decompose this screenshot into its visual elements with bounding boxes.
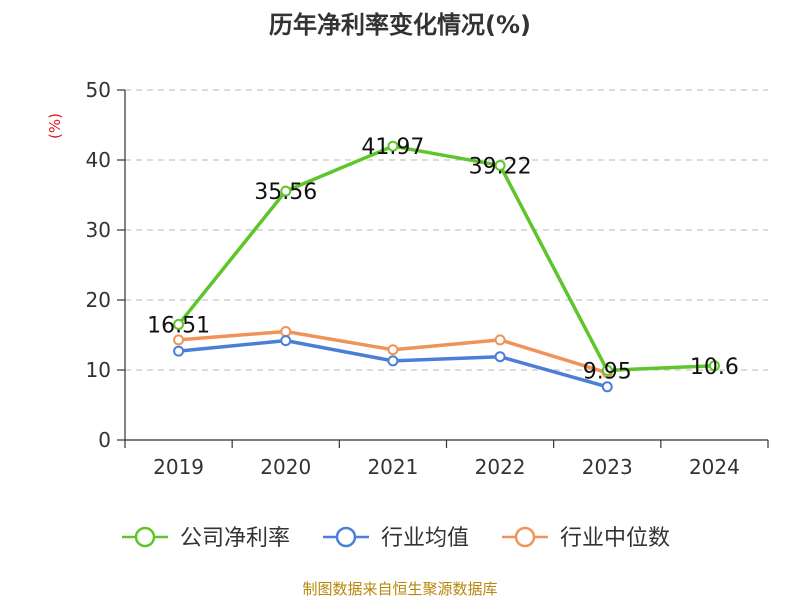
x-tick-label: 2021 xyxy=(367,455,418,479)
y-tick-label: 30 xyxy=(86,218,111,242)
data-label: 16.51 xyxy=(147,313,210,338)
legend-item[interactable]: 行业中位数 xyxy=(502,526,670,551)
legend-marker xyxy=(134,526,156,548)
legend-marker xyxy=(514,526,536,548)
data-point[interactable] xyxy=(387,344,399,356)
y-tick-label: 0 xyxy=(98,428,111,452)
axis-layer: 0 10 20 30 40 50 2019 2020 2021 2022 2023 2024 xyxy=(86,78,769,479)
x-tick-label: 2023 xyxy=(582,455,633,479)
x-tick-label: 2022 xyxy=(475,455,526,479)
data-point[interactable] xyxy=(173,345,185,357)
data-point[interactable] xyxy=(494,334,506,346)
legend[interactable]: 公司净利率 行业均值 行业中位数 xyxy=(122,526,670,551)
data-label-layer: 16.51 35.56 41.97 39.22 9.95 10.6 xyxy=(147,135,739,384)
chart-title: 历年净利率变化情况(%) xyxy=(269,11,531,39)
legend-label: 公司净利率 xyxy=(180,526,290,551)
series-layer xyxy=(173,140,720,393)
data-point[interactable] xyxy=(601,381,613,393)
y-tick-label: 10 xyxy=(86,358,111,382)
data-label: 39.22 xyxy=(469,154,532,179)
grid-layer xyxy=(125,89,768,371)
series-line xyxy=(177,144,715,373)
legend-item[interactable]: 行业均值 xyxy=(323,526,469,551)
legend-label: 行业均值 xyxy=(381,526,469,551)
y-tick-label: 20 xyxy=(86,288,111,312)
y-tick-label: 50 xyxy=(86,78,111,102)
data-label: 41.97 xyxy=(361,135,424,160)
data-point[interactable] xyxy=(601,364,613,376)
data-point[interactable] xyxy=(387,355,399,367)
data-point[interactable] xyxy=(280,335,292,347)
data-point[interactable] xyxy=(708,360,720,372)
data-point[interactable] xyxy=(173,318,185,330)
source-note: 制图数据来自恒生聚源数据库 xyxy=(302,580,497,598)
data-point[interactable] xyxy=(173,334,185,346)
legend-marker xyxy=(335,526,357,548)
legend-label: 行业中位数 xyxy=(560,526,670,551)
y-axis-unit: (%) xyxy=(46,113,64,139)
data-label: 35.56 xyxy=(254,180,317,205)
data-point[interactable] xyxy=(494,351,506,363)
y-tick-label: 40 xyxy=(86,148,111,172)
data-point[interactable] xyxy=(280,185,292,197)
x-tick-label: 2019 xyxy=(153,455,204,479)
data-label: 9.95 xyxy=(583,359,632,384)
data-point[interactable] xyxy=(494,159,506,171)
x-tick-label: 2020 xyxy=(260,455,311,479)
x-tick-label: 2024 xyxy=(689,455,740,479)
legend-item[interactable]: 公司净利率 xyxy=(122,526,290,551)
data-point[interactable] xyxy=(387,140,399,152)
data-point[interactable] xyxy=(280,326,292,337)
data-label: 10.6 xyxy=(690,355,739,380)
